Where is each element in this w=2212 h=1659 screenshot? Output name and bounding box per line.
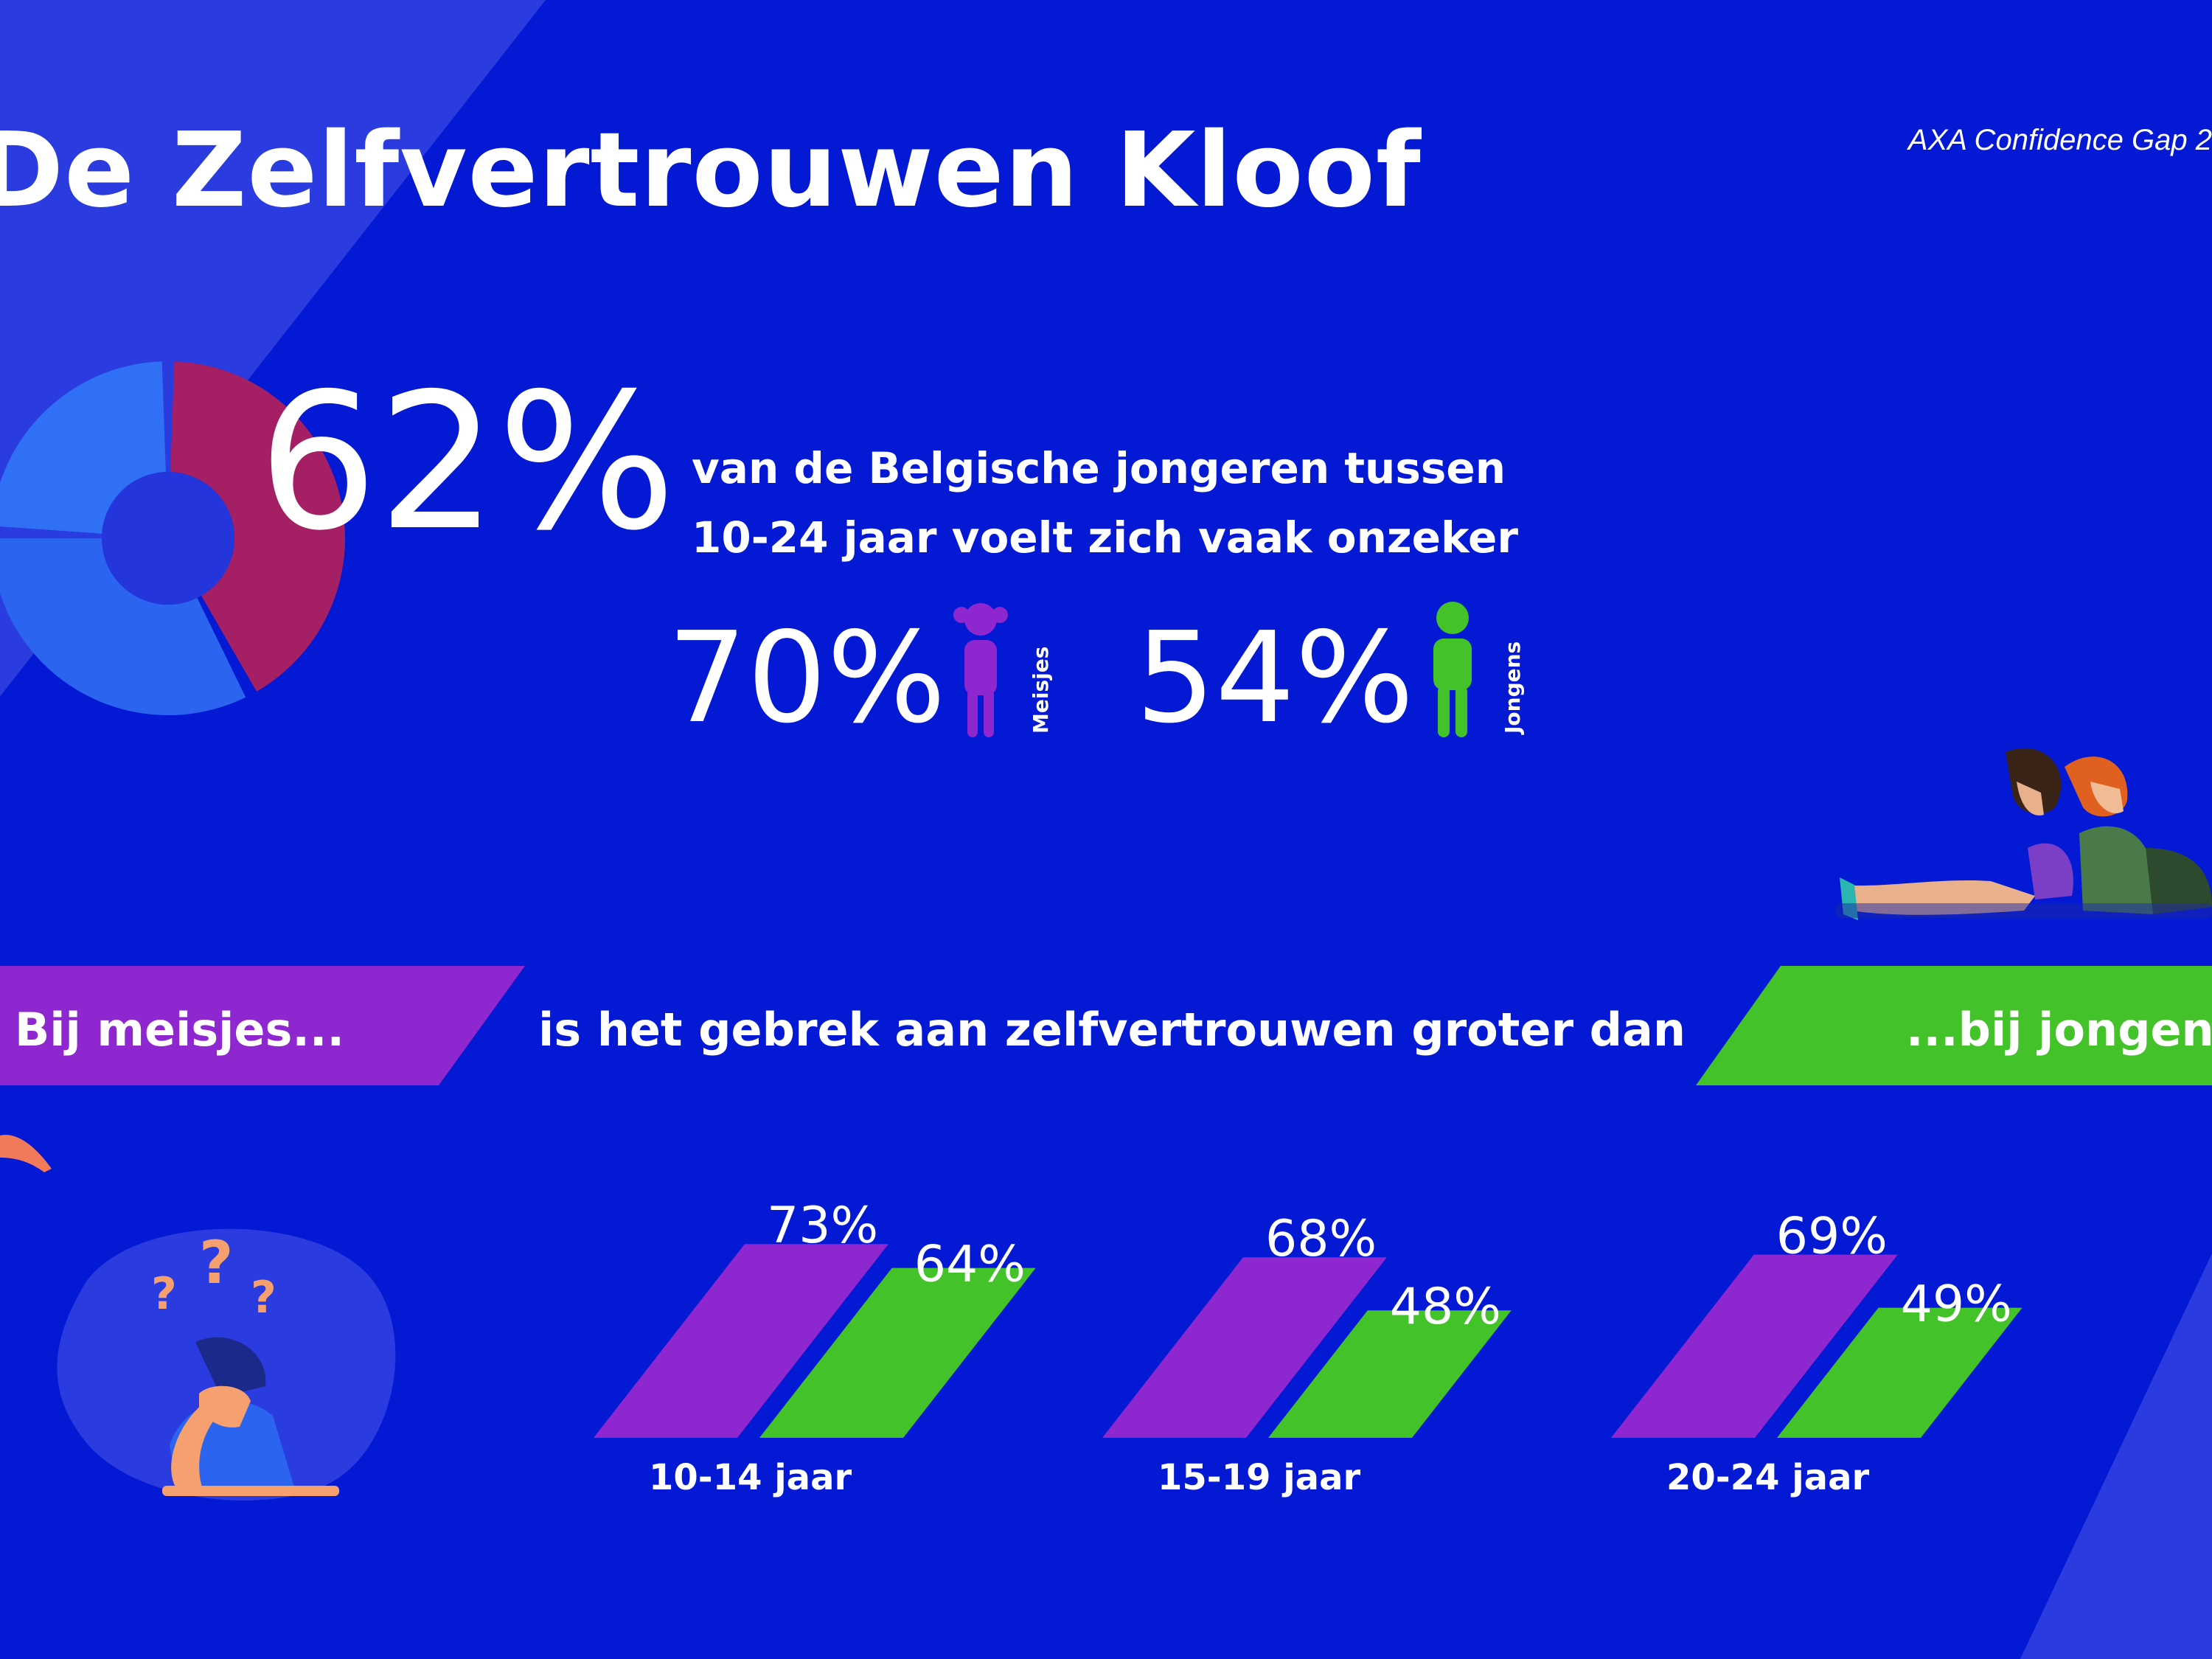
pointing-hand-icon [0, 1135, 52, 1172]
donut-segment-red [170, 361, 345, 692]
headline-percent: 62% [258, 353, 676, 572]
source-label: AXA Confidence Gap 2 [1907, 124, 2212, 156]
banner-girls-text: Bij meisjes... [15, 1003, 345, 1057]
bar-jongens-0 [759, 1267, 1036, 1438]
comparison-banner [0, 966, 2212, 1085]
value-label-meisjes-1: 68% [1265, 1210, 1377, 1268]
svg-text:?: ? [151, 1268, 177, 1320]
value-label-jongens-2: 49% [1901, 1276, 2012, 1334]
banner-boys-text: ...bij jongens [1906, 1003, 2212, 1057]
banner-boys-shape [1696, 966, 2212, 1085]
bar-meisjes-2 [1611, 1254, 1898, 1438]
value-label-jongens-1: 48% [1390, 1278, 1501, 1336]
headline-text: van de Belgische jongeren tussen 10-24 j… [692, 434, 1518, 572]
girl-icon [953, 603, 1008, 737]
headline-text-line1: van de Belgische jongeren tussen [692, 443, 1506, 493]
category-label-2: 20-24 jaar [1666, 1457, 1869, 1498]
bar-jongens-2 [1777, 1307, 2023, 1438]
page-title: De Zelfvertrouwen Kloof [0, 111, 1422, 231]
donut-segment-blue-light [0, 361, 166, 534]
boys-percent: 54% [1135, 605, 1414, 751]
svg-text:?: ? [199, 1228, 233, 1297]
donut-segment-blue [0, 538, 246, 715]
bar-meisjes-0 [594, 1244, 888, 1438]
value-label-jongens-0: 64% [914, 1236, 1026, 1294]
teens-illustration [1836, 748, 2212, 920]
banner-middle-text: is het gebrek aan zelfvertrouwen groter … [538, 1003, 1686, 1057]
confused-person-illustration: ? ? ? [57, 1228, 396, 1501]
banner-girls-shape [0, 966, 525, 1085]
svg-text:?: ? [251, 1272, 276, 1324]
headline-text-line2: 10-24 jaar voelt zich vaak onzeker [692, 512, 1518, 563]
value-label-meisjes-2: 69% [1776, 1208, 1888, 1266]
category-label-1: 15-19 jaar [1158, 1457, 1360, 1498]
girls-vertical-label: Meisjes [1029, 646, 1053, 734]
bar-jongens-1 [1268, 1310, 1512, 1438]
donut-chart [0, 361, 345, 715]
donut-hole [102, 472, 234, 605]
boys-vertical-label: Jongens [1500, 641, 1525, 734]
background-corner-band [2020, 1253, 2212, 1659]
boy-icon [1433, 602, 1472, 737]
category-label-0: 10-14 jaar [649, 1457, 852, 1498]
value-label-meisjes-0: 73% [767, 1197, 878, 1255]
bar-meisjes-1 [1102, 1257, 1387, 1438]
age-group-chart: 73% 64% 68%48% 69%49% 10-14 jaar 15-19 jaar 2… [594, 1197, 2023, 1498]
girls-percent: 70% [667, 605, 946, 751]
